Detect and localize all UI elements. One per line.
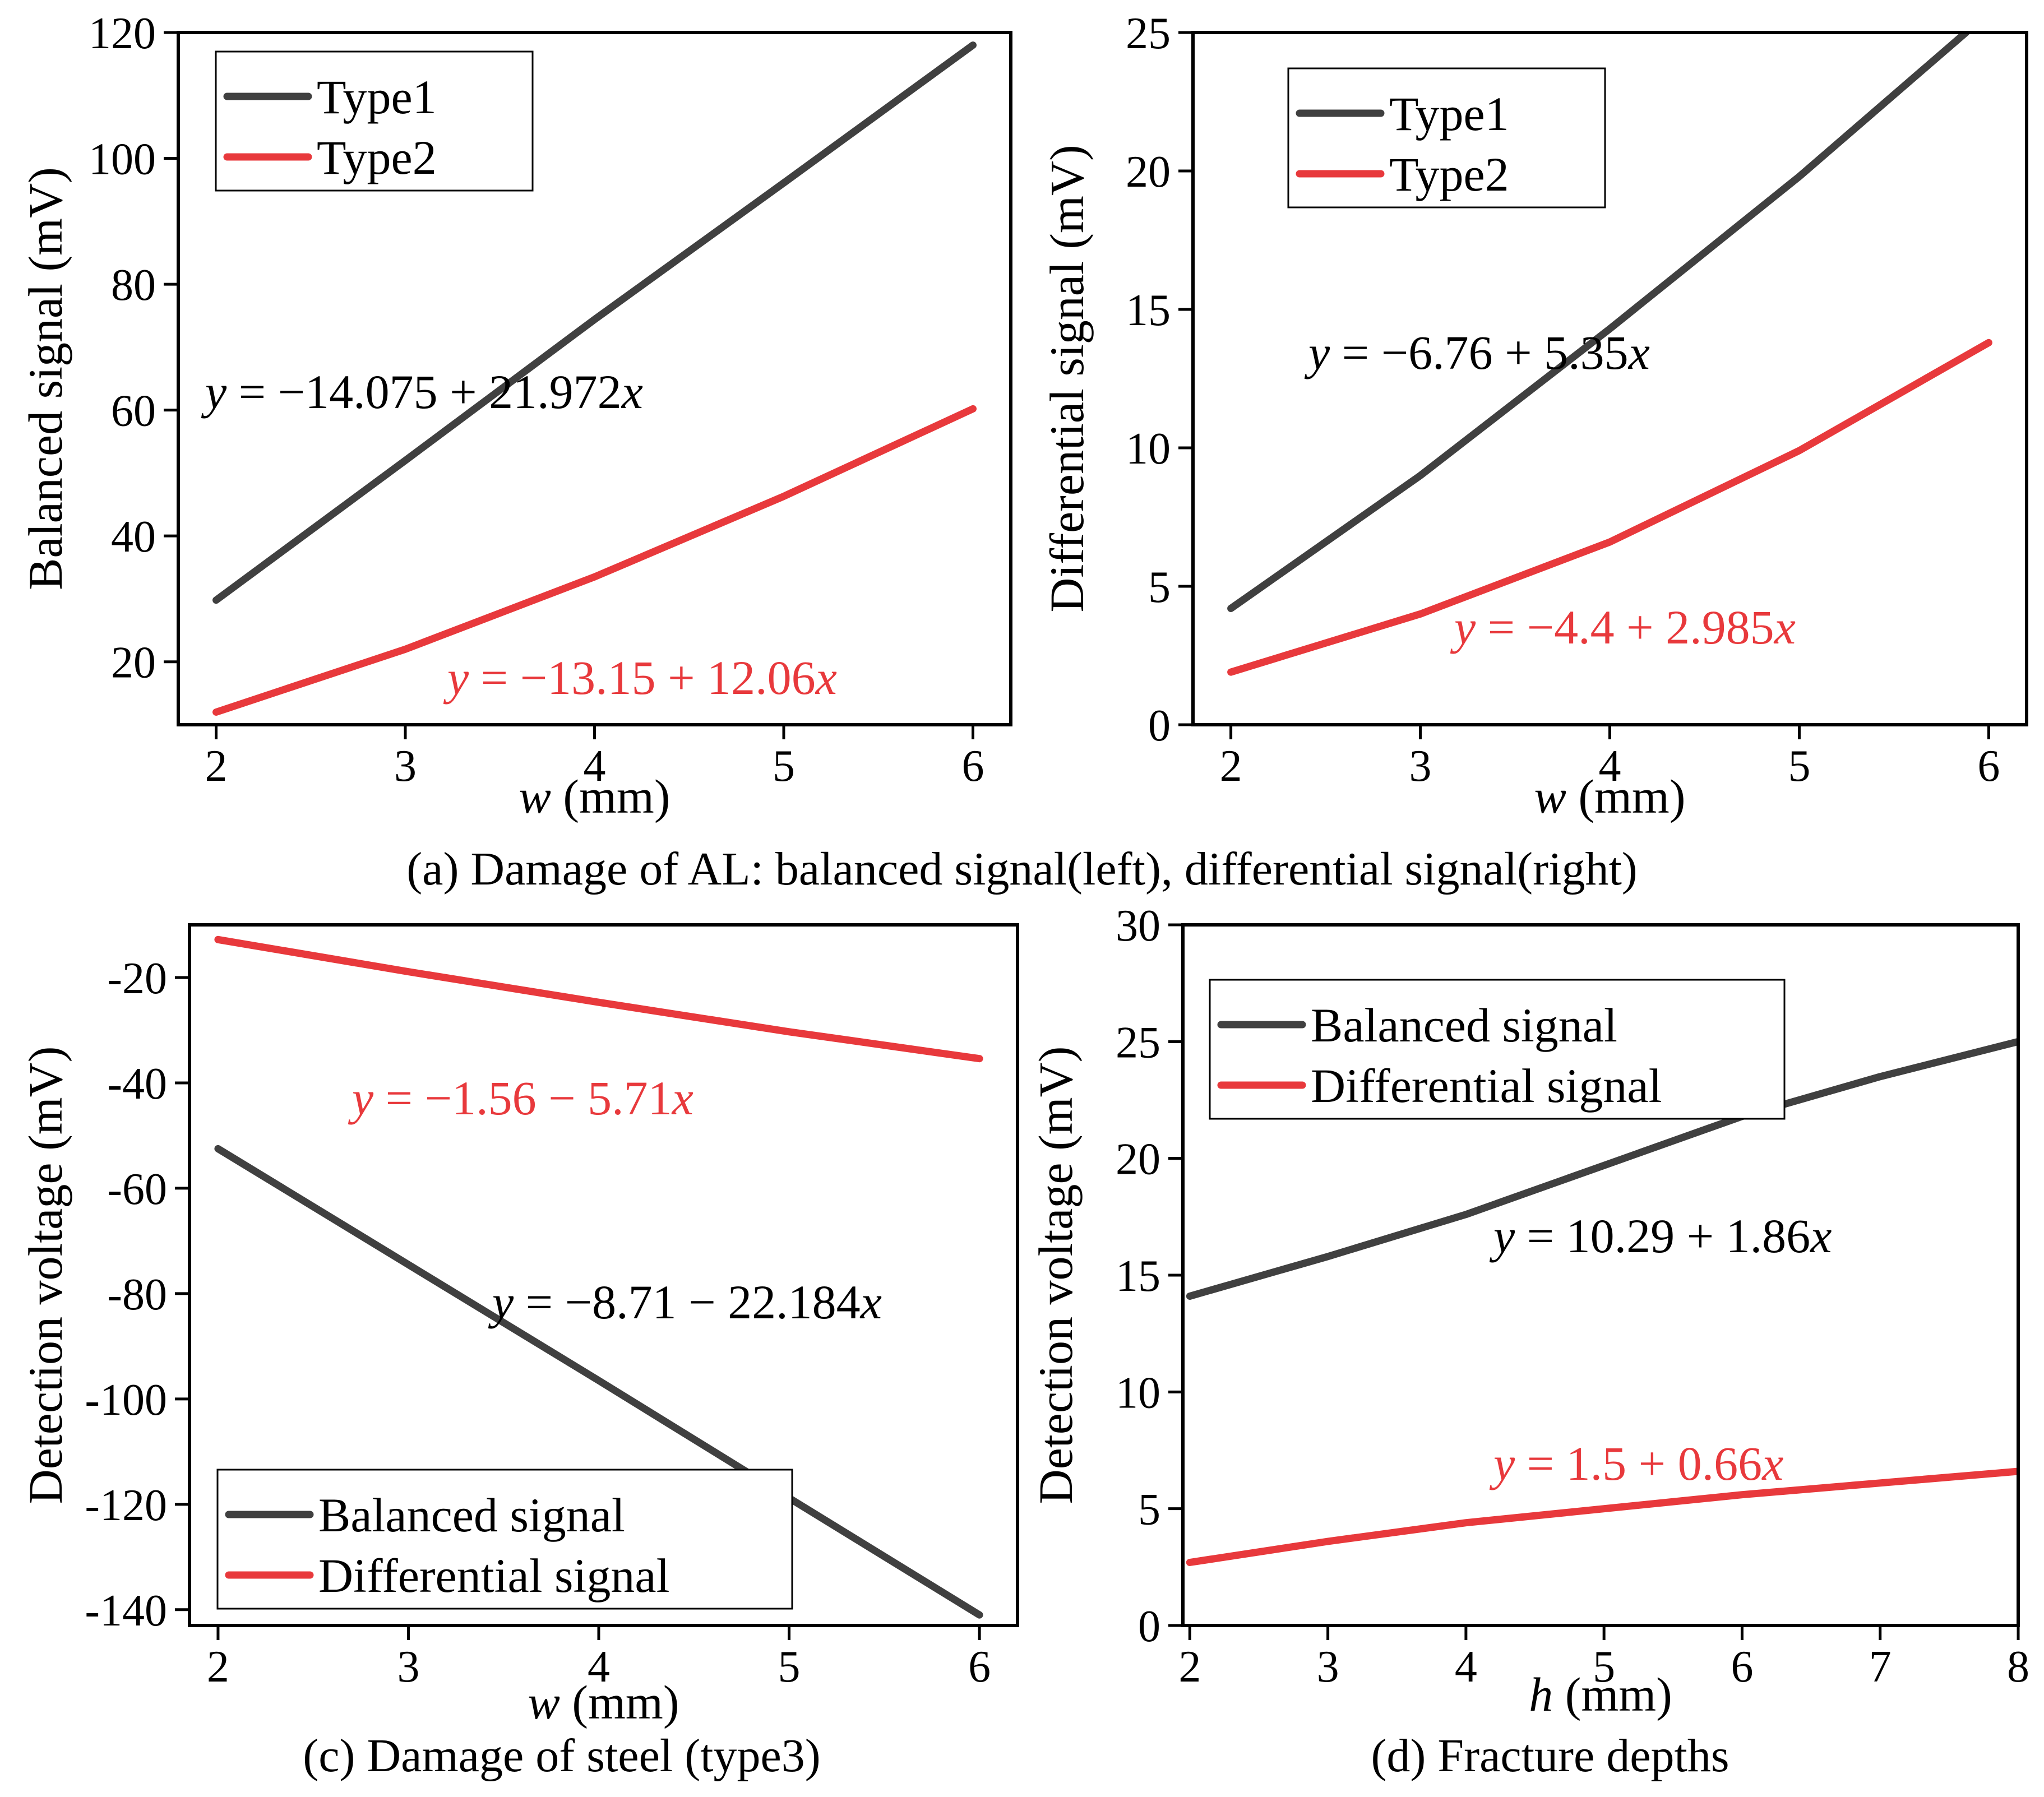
series-line-1 <box>214 1145 983 1619</box>
y-tick-label: 5 <box>1148 563 1171 612</box>
legend-box <box>216 1469 793 1610</box>
x-axis-label: w (mm) <box>519 770 670 823</box>
x-tick-label: 3 <box>1317 1642 1339 1692</box>
legend: Balanced signal Differential signal <box>216 1469 793 1610</box>
chart-differential-signal-al: 2 3 4 5 6 0 5 10 15 20 25 w (mm) Differential signal… <box>1040 9 2028 823</box>
y-tick-label: -40 <box>107 1059 167 1109</box>
fit-equation: y = −4.4 + 2.985x <box>1450 600 1796 654</box>
y-tick-label: -20 <box>107 954 167 1003</box>
chart-damage-of-steel: 2 3 4 5 6 -140 -120 -100 -80 -60 -40 -20 w (mm) Detec… <box>19 923 1019 1729</box>
y-tick-label: -80 <box>107 1270 167 1319</box>
x-tick-label: 6 <box>962 742 984 791</box>
legend-label: Type1 <box>317 70 437 124</box>
x-tick-label: 4 <box>588 1642 610 1692</box>
x-tick-label: 4 <box>1599 742 1621 791</box>
legend-box <box>215 50 534 192</box>
y-tick-label: 40 <box>111 512 156 562</box>
x-tick-label: 7 <box>1869 1642 1892 1692</box>
x-tick-label: 6 <box>968 1642 991 1692</box>
legend-label: Type2 <box>317 131 437 184</box>
x-tick-label: 2 <box>207 1642 229 1692</box>
plot-frame <box>188 923 1019 1627</box>
x-axis-label: h (mm) <box>1529 1668 1672 1721</box>
caption-c: (c) Damage of steel (type3) <box>303 1730 821 1782</box>
x-tick-label: 2 <box>1178 1642 1201 1692</box>
x-tick-label: 6 <box>1977 742 2000 791</box>
caption-d: (d) Fracture depths <box>1371 1730 1729 1782</box>
y-tick-label: 60 <box>111 387 156 436</box>
y-axis-label: Balanced signal (mV) <box>19 167 72 590</box>
x-tick-label: 3 <box>394 742 417 791</box>
y-tick-label: 20 <box>1126 147 1171 197</box>
x-tick-label: 3 <box>397 1642 419 1692</box>
chart-fracture-depths: 2 3 4 5 6 7 8 0 5 10 15 20 25 30 h (mm) Detection volta… <box>1029 901 2029 1721</box>
y-tick-label: -120 <box>85 1481 167 1530</box>
x-tick-label: 4 <box>584 742 606 791</box>
y-tick-label: 100 <box>89 135 156 184</box>
y-tick-label: 80 <box>111 261 156 310</box>
y-tick-label: -60 <box>107 1165 167 1214</box>
series-line-2 <box>1227 339 1992 676</box>
y-axis-label: Detection voltage (mV) <box>1029 1046 1083 1504</box>
y-axis-label: Differential signal (mV) <box>1040 145 1094 612</box>
x-axis-label: w (mm) <box>528 1675 679 1729</box>
legend-box <box>1209 979 1786 1120</box>
series-line-2 <box>212 405 977 716</box>
y-tick-label: 0 <box>1138 1602 1160 1651</box>
caption-a: (a) Damage of AL: balanced signal(left),… <box>406 843 1638 895</box>
y-tick-label: 0 <box>1148 701 1171 751</box>
legend: Type1 Type2 <box>215 50 534 192</box>
fit-equation: y = −1.56 − 5.71x <box>348 1071 693 1125</box>
fit-equation: y = 1.5 + 0.66x <box>1489 1437 1783 1490</box>
legend: Balanced signal Differential signal <box>1209 979 1786 1120</box>
x-tick-label: 6 <box>1731 1642 1753 1692</box>
legend-label: Balanced signal <box>1311 998 1617 1052</box>
x-tick-label: 5 <box>773 742 795 791</box>
fit-equation: y = −6.76 + 5.35x <box>1304 326 1650 379</box>
y-tick-label: -100 <box>85 1375 167 1425</box>
x-tick-label: 8 <box>2007 1642 2029 1692</box>
x-tick-label: 5 <box>778 1642 801 1692</box>
y-tick-label: 10 <box>1126 424 1171 474</box>
y-tick-label: 25 <box>1116 1018 1160 1067</box>
fit-equation: y = −8.71 − 22.184x <box>488 1275 882 1329</box>
x-tick-label: 2 <box>205 742 228 791</box>
y-tick-label: 15 <box>1126 286 1171 335</box>
y-tick-label: 20 <box>111 638 156 688</box>
legend-label: Type2 <box>1389 147 1509 201</box>
x-tick-label: 5 <box>1788 742 1810 791</box>
fit-equation: y = −13.15 + 12.06x <box>443 651 837 705</box>
x-tick-label: 4 <box>1455 1642 1477 1692</box>
y-tick-label: 25 <box>1126 9 1171 58</box>
series-line-1 <box>212 41 977 604</box>
y-tick-label: 10 <box>1116 1368 1160 1418</box>
y-tick-label: 5 <box>1138 1485 1160 1535</box>
legend-label: Balanced signal <box>318 1488 625 1542</box>
fit-equation: y = 10.29 + 1.86x <box>1489 1209 1832 1263</box>
fit-equation: y = −14.075 + 21.972x <box>201 365 643 419</box>
legend: Type1 Type2 <box>1287 67 1606 209</box>
x-tick-label: 3 <box>1409 742 1432 791</box>
y-tick-label: 20 <box>1116 1135 1160 1184</box>
y-tick-label: 120 <box>89 9 156 58</box>
legend-label: Differential signal <box>1311 1059 1662 1113</box>
y-tick-label: -140 <box>85 1586 167 1636</box>
series-line-1 <box>1186 1038 2018 1300</box>
x-axis-label: w (mm) <box>1534 770 1686 823</box>
legend-label: Type1 <box>1389 87 1509 141</box>
y-axis-label: Detection voltage (mV) <box>19 1046 72 1504</box>
series-line-2 <box>1186 1467 2018 1566</box>
y-tick-label: 15 <box>1116 1252 1160 1301</box>
x-tick-label: 2 <box>1220 742 1242 791</box>
series-line-1 <box>1227 33 1970 612</box>
legend-box <box>1287 67 1606 209</box>
chart-balanced-signal-al: 2 3 4 5 6 20 40 60 80 100 120 w (mm) Balanced signal… <box>19 9 1012 823</box>
legend-label: Differential signal <box>318 1549 669 1603</box>
y-tick-label: 30 <box>1116 901 1160 951</box>
series-line-2 <box>214 935 983 1063</box>
x-tick-label: 5 <box>1593 1642 1615 1692</box>
